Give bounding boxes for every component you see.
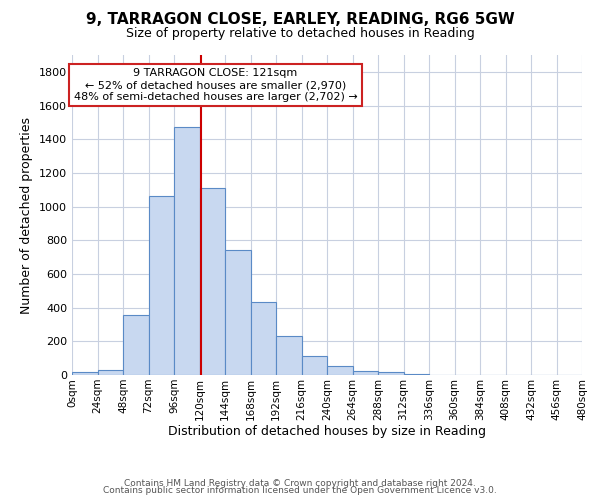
Bar — [123, 315, 149, 375]
Bar — [353, 371, 378, 375]
Bar — [378, 372, 404, 375]
Bar — [276, 336, 302, 375]
Text: Size of property relative to detached houses in Reading: Size of property relative to detached ho… — [125, 28, 475, 40]
Bar — [404, 374, 429, 375]
Bar — [72, 372, 97, 375]
Bar — [302, 356, 327, 375]
Text: Contains public sector information licensed under the Open Government Licence v3: Contains public sector information licen… — [103, 486, 497, 495]
Y-axis label: Number of detached properties: Number of detached properties — [20, 116, 34, 314]
Text: 9 TARRAGON CLOSE: 121sqm
← 52% of detached houses are smaller (2,970)
48% of sem: 9 TARRAGON CLOSE: 121sqm ← 52% of detach… — [74, 68, 358, 102]
Bar — [327, 366, 353, 375]
Bar — [174, 128, 199, 375]
Bar — [225, 250, 251, 375]
Text: Contains HM Land Registry data © Crown copyright and database right 2024.: Contains HM Land Registry data © Crown c… — [124, 478, 476, 488]
X-axis label: Distribution of detached houses by size in Reading: Distribution of detached houses by size … — [168, 426, 486, 438]
Text: 9, TARRAGON CLOSE, EARLEY, READING, RG6 5GW: 9, TARRAGON CLOSE, EARLEY, READING, RG6 … — [86, 12, 514, 28]
Bar — [251, 302, 276, 375]
Bar — [149, 196, 174, 375]
Bar — [97, 370, 123, 375]
Bar — [199, 188, 225, 375]
